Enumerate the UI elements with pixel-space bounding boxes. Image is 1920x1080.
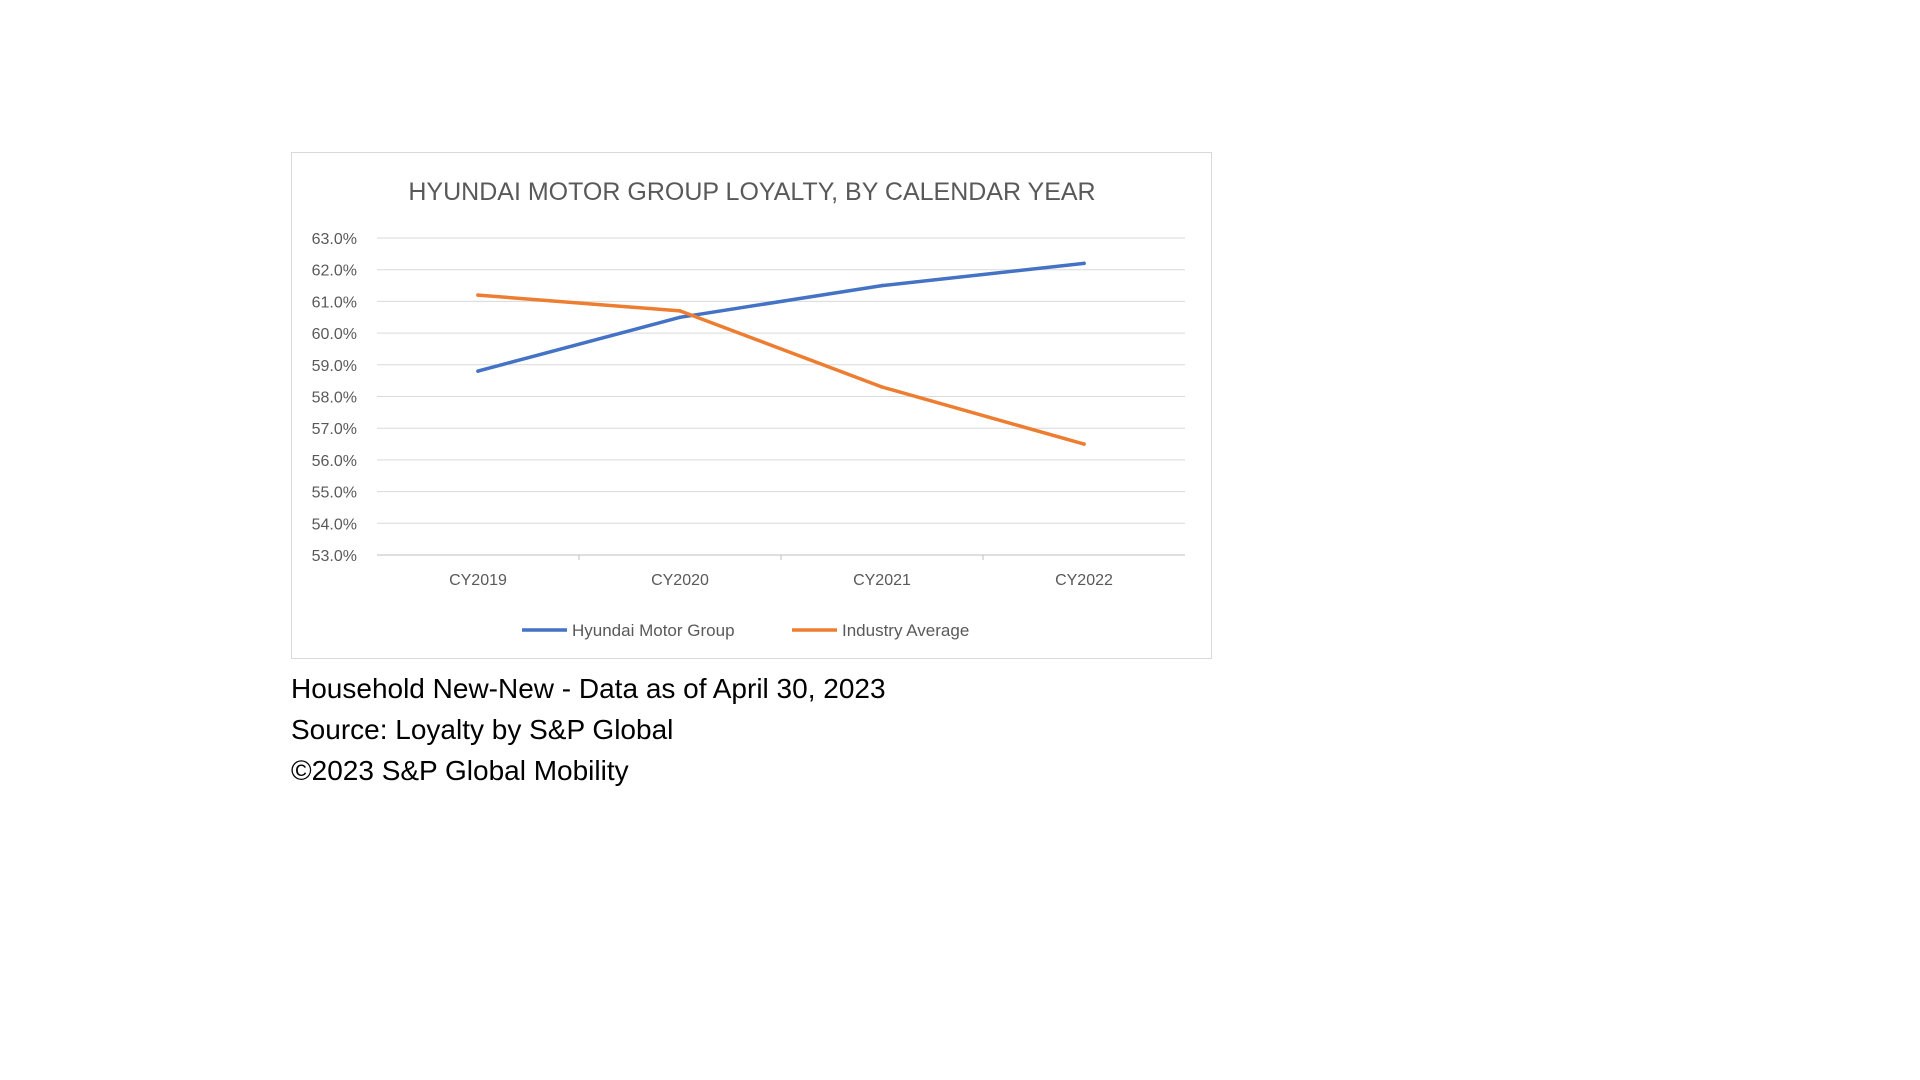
series-lines [476, 261, 1086, 446]
series-1-data-point [476, 293, 480, 297]
caption-copyright: ©2023 S&P Global Mobility [291, 755, 629, 786]
y-tick-label: 53.0% [312, 548, 357, 565]
x-tick-label: CY2021 [853, 572, 911, 589]
legend: Hyundai Motor Group Industry Average [522, 621, 969, 640]
y-axis-ticks: 63.0% 62.0% 61.0% 60.0% 59.0% 58.0% 57.0% 56.0%… [312, 231, 357, 565]
y-tick-label: 58.0% [312, 390, 357, 407]
y-tick-label: 62.0% [312, 263, 357, 280]
series-1-data-point [1082, 442, 1086, 446]
chart-caption: Household New-New - Data as of April 30,… [291, 668, 1291, 791]
line-chart: HYUNDAI MOTOR GROUP LOYALTY, BY CALENDAR… [312, 178, 1185, 640]
series-0-data-point [678, 315, 682, 320]
x-tick-label: CY2022 [1055, 572, 1113, 589]
y-tick-label: 57.0% [312, 421, 357, 438]
chart-title: HYUNDAI MOTOR GROUP LOYALTY, BY CALENDAR… [408, 178, 1095, 206]
y-tick-label: 56.0% [312, 453, 357, 470]
chart-frame: HYUNDAI MOTOR GROUP LOYALTY, BY CALENDAR… [291, 152, 1212, 659]
series-1-data-point [678, 309, 682, 313]
series-0-data-point [880, 283, 884, 288]
y-tick-label: 54.0% [312, 516, 357, 533]
y-tick-label: 60.0% [312, 326, 357, 343]
y-tick-label: 61.0% [312, 294, 357, 311]
x-tick-label: CY2019 [449, 572, 507, 589]
legend-label: Hyundai Motor Group [572, 621, 735, 640]
series-line-0 [476, 261, 1086, 373]
y-tick-label: 59.0% [312, 358, 357, 375]
x-axis-ticks: CY2019 CY2020 CY2021 CY2022 [449, 572, 1113, 589]
y-tick-label: 55.0% [312, 485, 357, 502]
series-0-data-point [1082, 261, 1086, 266]
caption-source: Source: Loyalty by S&P Global [291, 714, 674, 745]
series-0-data-point [476, 369, 480, 373]
y-tick-label: 63.0% [312, 231, 357, 248]
series-line-1 [476, 293, 1086, 446]
gridlines [377, 237, 1185, 560]
caption-data-note: Household New-New - Data as of April 30,… [291, 673, 886, 704]
legend-label: Industry Average [842, 621, 969, 640]
series-1-data-point [880, 385, 884, 389]
x-tick-label: CY2020 [651, 572, 709, 589]
